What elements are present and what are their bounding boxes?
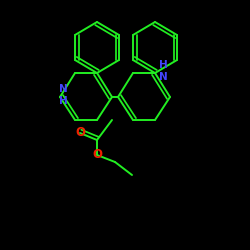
Text: O: O xyxy=(75,126,85,140)
Text: N: N xyxy=(159,72,168,82)
Text: H: H xyxy=(159,60,168,70)
Text: N: N xyxy=(58,84,68,94)
Text: H: H xyxy=(58,96,68,106)
Text: O: O xyxy=(92,148,102,162)
